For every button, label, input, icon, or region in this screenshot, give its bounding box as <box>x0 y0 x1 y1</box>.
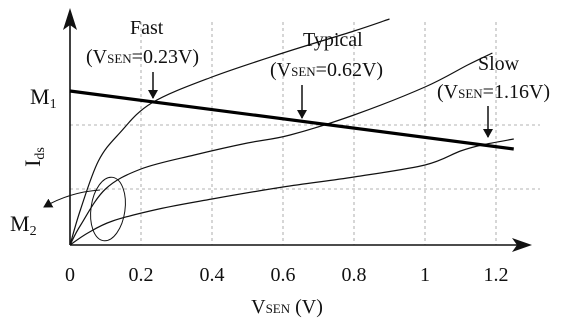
y-axis-arrowhead <box>63 8 77 30</box>
typical-name-label: Typical <box>303 29 363 51</box>
y-axis-label-sub: ds <box>33 147 48 159</box>
x-axis-label-main: V <box>251 296 266 318</box>
x-axis-label: VSEN (V) <box>251 296 323 318</box>
series-curve-typical <box>69 52 493 246</box>
x-tick-label: 0.8 <box>342 264 367 286</box>
slow-vsen-open: (V <box>437 81 459 103</box>
m1-label-main: M <box>30 84 50 109</box>
fast-vsen-sub: SEN <box>107 51 132 66</box>
m2-region-ellipse <box>90 176 126 242</box>
series-curve-slow <box>69 138 514 246</box>
load-line <box>69 89 514 151</box>
slow-name-label: Slow <box>478 53 520 75</box>
x-tick-labels: 0 0.2 0.4 0.6 0.8 1 1.2 <box>65 264 509 286</box>
x-tick-label: 0 <box>65 264 75 286</box>
x-tick-label: 1.2 <box>484 264 509 286</box>
x-tick-label: 0.4 <box>200 264 225 286</box>
y-axis-label: Ids <box>20 147 48 167</box>
y-axis-label-main: I <box>20 160 45 167</box>
x-tick-label: 0.2 <box>129 264 154 286</box>
typical-vsen-sub: SEN <box>291 64 316 79</box>
slow-value-label: (VSEN=1.16V) <box>437 81 550 103</box>
load-line-m1 <box>69 89 514 151</box>
fast-value-label: (VSEN=0.23V) <box>86 46 199 68</box>
slow-vsen-value: =1.16V) <box>483 81 550 103</box>
m1-label-sub: 1 <box>50 97 57 112</box>
typical-vsen-value: =0.62V) <box>316 59 383 81</box>
slow-vsen-sub: SEN <box>458 86 483 101</box>
x-axis-label-unit: (V) <box>290 296 323 318</box>
typical-value-label: (VSEN=0.62V) <box>270 59 383 81</box>
fast-vsen-open: (V <box>86 46 108 68</box>
x-axis-label-sub: SEN <box>266 301 291 316</box>
typical-vsen-open: (V <box>270 59 292 81</box>
fast-name-label: Fast <box>130 17 164 39</box>
grid-lines <box>70 22 540 245</box>
x-axis-arrowhead <box>512 238 532 252</box>
fast-vsen-value: =0.23V) <box>132 46 199 68</box>
m2-label-main: M <box>10 211 30 236</box>
m2-pointer-arrow <box>43 189 101 208</box>
x-tick-label: 0.6 <box>271 264 296 286</box>
x-tick-label: 1 <box>420 264 430 286</box>
m2-label-sub: 2 <box>30 224 37 239</box>
m1-label: M1 <box>30 84 57 112</box>
m2-label: M2 <box>10 211 37 239</box>
